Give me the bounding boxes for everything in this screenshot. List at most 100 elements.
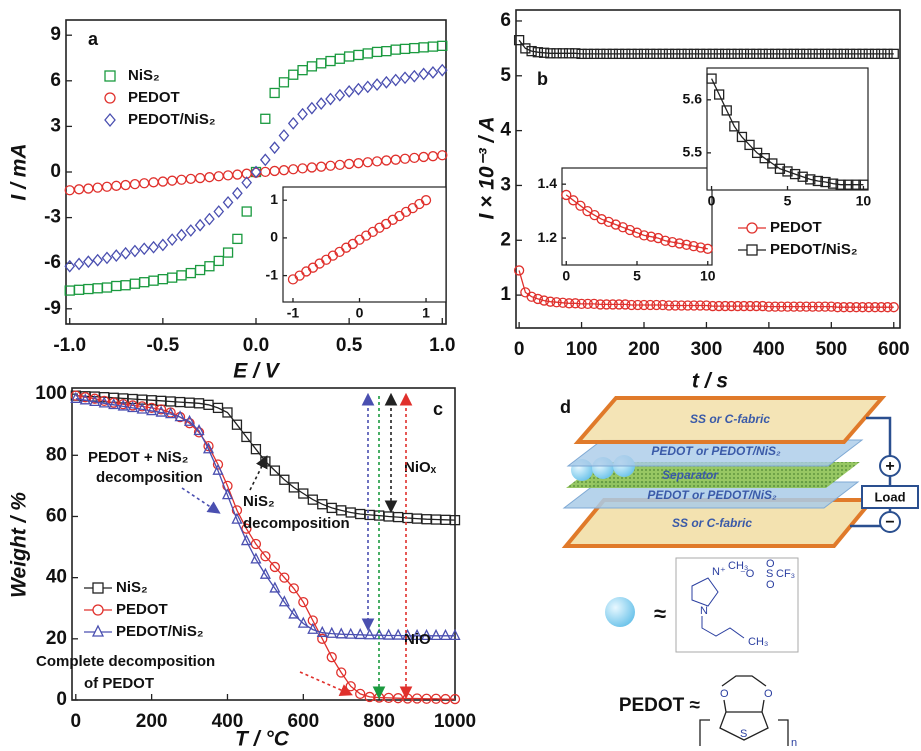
figure: d SS or C-fabric PEDOT or PEDOT/NiS₂ Sep… [0, 0, 921, 751]
y-tick-label: 1.4 [538, 175, 558, 191]
data-point [186, 174, 195, 183]
x-tick-label: 0 [514, 339, 525, 360]
y-tick-label: 0 [270, 229, 278, 245]
data-point [384, 630, 393, 639]
legend-marker [105, 114, 115, 126]
data-point [326, 161, 335, 170]
data-point [168, 234, 177, 245]
data-point [335, 90, 344, 101]
data-point [441, 630, 450, 639]
legend-marker [105, 71, 115, 81]
data-point [401, 154, 410, 163]
data-point [121, 248, 130, 259]
data-point [84, 285, 93, 294]
x-tick-label: 0.5 [336, 335, 363, 356]
y-tick-label: -9 [44, 298, 61, 319]
y-tick-label: 4 [500, 120, 511, 141]
x-tick-label: 800 [363, 711, 395, 732]
data-point [428, 152, 437, 161]
annotation: NiOₓ [404, 459, 437, 476]
y-tick-label: 40 [46, 567, 67, 588]
y-tick-label: 0 [50, 161, 61, 182]
annotation: decomposition [96, 469, 203, 486]
data-point [186, 269, 195, 278]
top-plate-label: SS or C-fabric [690, 412, 770, 426]
panel-label: d [560, 397, 571, 417]
data-point [382, 77, 391, 88]
data-point [75, 185, 84, 194]
separator-label: Separator [662, 468, 719, 482]
y-tick-label: 80 [46, 444, 67, 465]
data-point [112, 282, 121, 291]
data-point [317, 162, 326, 171]
legend-marker [93, 583, 103, 593]
data-point [121, 181, 130, 190]
atom-label: N⁺ [712, 566, 726, 578]
data-point [261, 114, 270, 123]
panel-label: b [537, 69, 548, 89]
y-tick-label: 100 [35, 383, 67, 404]
data-point [373, 157, 382, 166]
x-tick-label: 5 [784, 193, 792, 209]
data-point [363, 158, 372, 167]
y-tick-label: 9 [50, 24, 61, 45]
x-tick-label: 500 [815, 339, 847, 360]
pedot-label: PEDOT ≈ [619, 695, 701, 716]
data-point [394, 630, 403, 639]
data-point [261, 154, 270, 165]
data-point [307, 163, 316, 172]
legend-label: PEDOT/NiS₂ [770, 241, 858, 258]
legend-label: NiS₂ [116, 579, 148, 596]
data-point [317, 98, 326, 109]
data-point [130, 180, 139, 189]
data-point [140, 243, 149, 254]
data-point [242, 207, 251, 216]
data-point [214, 206, 223, 217]
data-point [337, 629, 346, 638]
data-point [391, 45, 400, 54]
data-point [401, 72, 410, 83]
bottom-layer-label: PEDOT or PEDOT/NiS₂ [647, 488, 777, 502]
approx-sign: ≈ [654, 601, 666, 626]
annotation: NiS₂ [243, 493, 275, 510]
data-point [279, 166, 288, 175]
legend-label: PEDOT [128, 89, 180, 106]
data-point [335, 160, 344, 169]
data-point [233, 234, 242, 243]
data-point [93, 255, 102, 266]
x-tick-label: 0 [71, 711, 82, 732]
data-point [177, 271, 186, 280]
data-point [346, 629, 355, 638]
atom-label: CH₃ [748, 636, 768, 648]
data-point [279, 78, 288, 87]
load-label: Load [874, 489, 905, 504]
y-tick-label: 1 [270, 191, 278, 207]
y-tick-label: 6 [500, 10, 511, 31]
x-axis-title: T / °C [235, 728, 290, 751]
x-axis-title: t / s [692, 370, 728, 393]
data-point [205, 214, 214, 225]
data-point [130, 246, 139, 257]
data-point [326, 94, 335, 105]
x-tick-label: 0 [562, 268, 570, 284]
panel-label: c [433, 399, 443, 419]
legend-marker [93, 626, 103, 636]
data-point [289, 165, 298, 174]
data-point [354, 84, 363, 95]
data-point [93, 183, 102, 192]
data-point [270, 166, 279, 175]
data-point [307, 103, 316, 114]
data-point [401, 44, 410, 53]
data-point [233, 188, 242, 199]
legend-label: PEDOT [770, 219, 822, 236]
data-point [75, 285, 84, 294]
data-point [354, 159, 363, 168]
annotation-arrow [250, 458, 266, 490]
data-point [391, 155, 400, 164]
data-point [356, 629, 365, 638]
data-point [158, 240, 167, 251]
x-tick-label: 200 [628, 339, 660, 360]
data-point [242, 177, 251, 188]
data-line [519, 40, 894, 54]
annotation: of PEDOT [84, 675, 154, 692]
